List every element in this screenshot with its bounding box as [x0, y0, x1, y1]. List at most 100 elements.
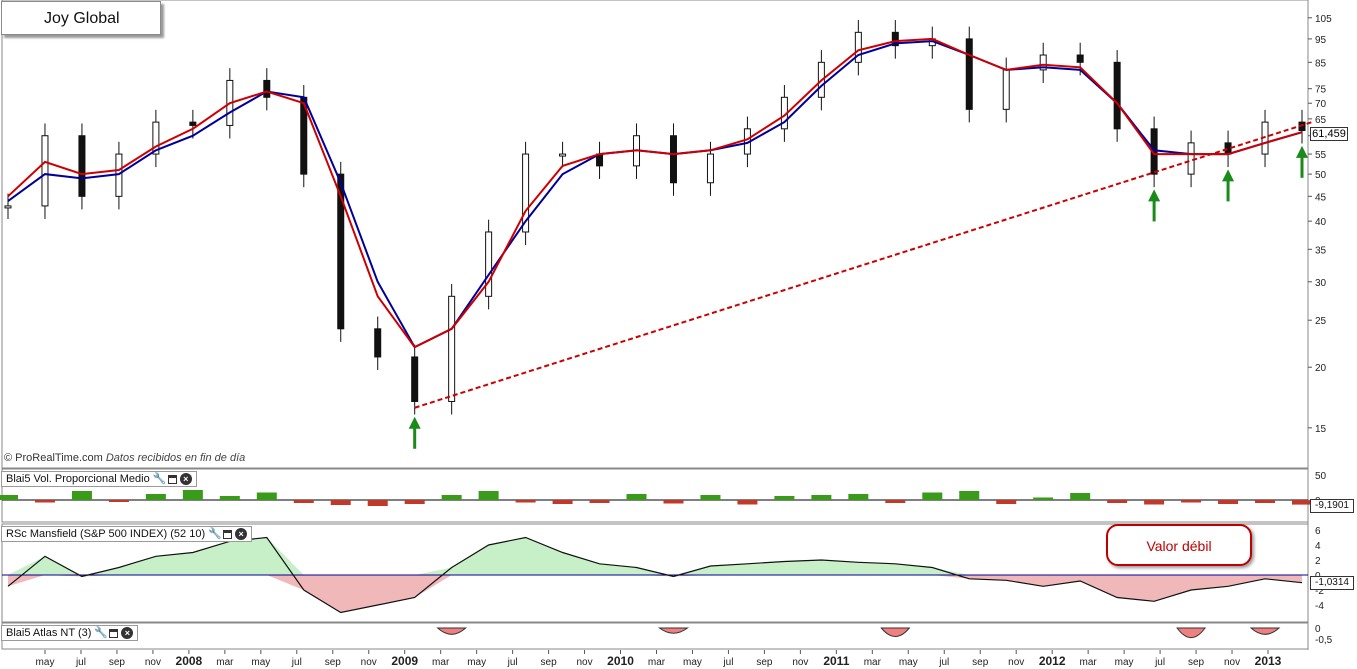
- wrench-icon[interactable]: 🔧: [152, 473, 167, 485]
- wrench-icon[interactable]: 🔧: [94, 627, 109, 639]
- price-bar: [854, 31, 862, 63]
- volume-panel-title: Blai5 Vol. Proporcional Medio: [6, 473, 150, 485]
- price-bar: [559, 153, 567, 157]
- atlas-dip: [880, 627, 911, 637]
- rsc-tick-label: 2: [1315, 556, 1321, 567]
- atlas-panel-label: Blai5 Atlas NT (3) 🔧 ×: [1, 625, 139, 641]
- volume-bar: [293, 500, 314, 503]
- time-axis-label: may: [683, 657, 702, 668]
- time-axis-label: mar: [864, 657, 882, 668]
- volume-bar: [441, 495, 462, 500]
- volume-bar: [330, 500, 351, 505]
- volume-bar: [108, 500, 129, 502]
- rsc-positive-area: [8, 537, 1302, 575]
- close-icon[interactable]: ×: [121, 627, 134, 639]
- rsc-negative-area: [8, 575, 1302, 613]
- price-bar: [669, 135, 677, 184]
- time-axis-label: sep: [325, 657, 342, 668]
- volume-bar: [0, 495, 18, 500]
- price-tick-label: 55: [1315, 150, 1327, 161]
- volume-bar: [552, 500, 573, 504]
- price-tick-label: 45: [1315, 192, 1327, 203]
- time-axis-label: may: [467, 657, 486, 668]
- price-bar: [448, 295, 456, 402]
- volume-bar: [996, 500, 1017, 504]
- price-bar: [152, 121, 160, 155]
- volume-panel-label: Blai5 Vol. Proporcional Medio 🔧 ×: [1, 471, 197, 487]
- volume-bar: [145, 494, 166, 500]
- price-tick-label: 70: [1315, 99, 1327, 110]
- price-tick-label: 95: [1315, 35, 1327, 46]
- fast-moving-average: [7, 37, 1303, 349]
- volume-bar: [219, 496, 240, 500]
- rsc-line: [7, 536, 1303, 614]
- volume-last-tag: -9,1901: [1310, 499, 1354, 513]
- volume-tick-label: 50: [1315, 471, 1327, 482]
- window-icon[interactable]: [109, 628, 119, 638]
- time-axis-label: jul: [75, 657, 86, 668]
- volume-bar: [663, 500, 684, 504]
- time-axis-label: jul: [1154, 657, 1165, 668]
- price-tick-label: 40: [1315, 217, 1327, 228]
- rsc-panel-title: RSc Mansfield (S&P 500 INDEX) (52 10): [6, 528, 206, 540]
- price-bar: [1076, 54, 1084, 63]
- volume-bar: [478, 491, 499, 500]
- atlas-dip: [1249, 627, 1281, 635]
- last-price-tag: 61,459: [1310, 127, 1348, 141]
- volume-bar: [1218, 500, 1239, 504]
- volume-bar: [367, 500, 388, 506]
- close-icon[interactable]: ×: [179, 473, 192, 485]
- price-tick-label: 15: [1315, 424, 1327, 435]
- price-bar: [706, 153, 714, 184]
- time-axis-label: sep: [541, 657, 558, 668]
- time-axis-label: 2008: [176, 654, 203, 668]
- time-axis-label: sep: [109, 657, 126, 668]
- volume-bar: [774, 496, 795, 500]
- price-bar: [485, 231, 493, 297]
- price-bar: [41, 135, 49, 207]
- volume-bar: [1144, 500, 1165, 505]
- price-bar: [411, 356, 419, 402]
- weak-value-callout: Valor débil: [1106, 524, 1252, 566]
- time-axis-label: sep: [756, 657, 773, 668]
- time-axis-label: 2010: [607, 654, 634, 668]
- close-icon[interactable]: ×: [235, 528, 248, 540]
- up-arrow-icon: [1148, 189, 1161, 202]
- up-arrow-icon: [1296, 145, 1308, 158]
- slow-moving-average: [7, 40, 1303, 349]
- volume-bar: [34, 500, 55, 503]
- time-axis-label: nov: [1008, 657, 1024, 668]
- price-bar: [4, 205, 12, 209]
- volume-bar: [737, 500, 758, 505]
- atlas-tick-label: -0,5: [1315, 635, 1333, 646]
- price-bar: [189, 121, 197, 126]
- time-axis-label: 2011: [823, 654, 849, 668]
- price-tick-label: 50: [1315, 170, 1327, 181]
- time-axis-label: 2013: [1255, 654, 1282, 668]
- price-panel-frame: [1, 0, 1309, 469]
- price-bar: [1002, 69, 1010, 110]
- time-axis-label: jul: [507, 657, 518, 668]
- volume-bar: [1070, 493, 1091, 500]
- volume-bar: [922, 492, 943, 500]
- up-arrow-icon: [408, 416, 421, 429]
- price-tick-label: 30: [1315, 278, 1327, 289]
- time-axis-label: 2009: [391, 654, 418, 668]
- credit-note: Datos recibidos en fin de día: [105, 452, 246, 464]
- data-credit: © ProRealTime.com Datos recibidos en fin…: [4, 452, 245, 464]
- price-bar: [891, 31, 899, 47]
- time-axis-label: mar: [216, 657, 234, 668]
- atlas-dip: [436, 627, 467, 635]
- atlas-panel-title: Blai5 Atlas NT (3): [6, 627, 92, 639]
- time-axis-label: mar: [432, 657, 450, 668]
- time-axis-label: nov: [576, 657, 592, 668]
- price-tick-label: 75: [1315, 85, 1327, 96]
- volume-bar: [1292, 500, 1312, 505]
- window-icon[interactable]: [223, 529, 233, 539]
- volume-bar: [848, 494, 869, 500]
- wrench-icon[interactable]: 🔧: [208, 528, 222, 540]
- rsc-last-tag: -1,0314: [1310, 576, 1354, 590]
- price-bar: [337, 173, 345, 330]
- window-icon[interactable]: [167, 474, 177, 484]
